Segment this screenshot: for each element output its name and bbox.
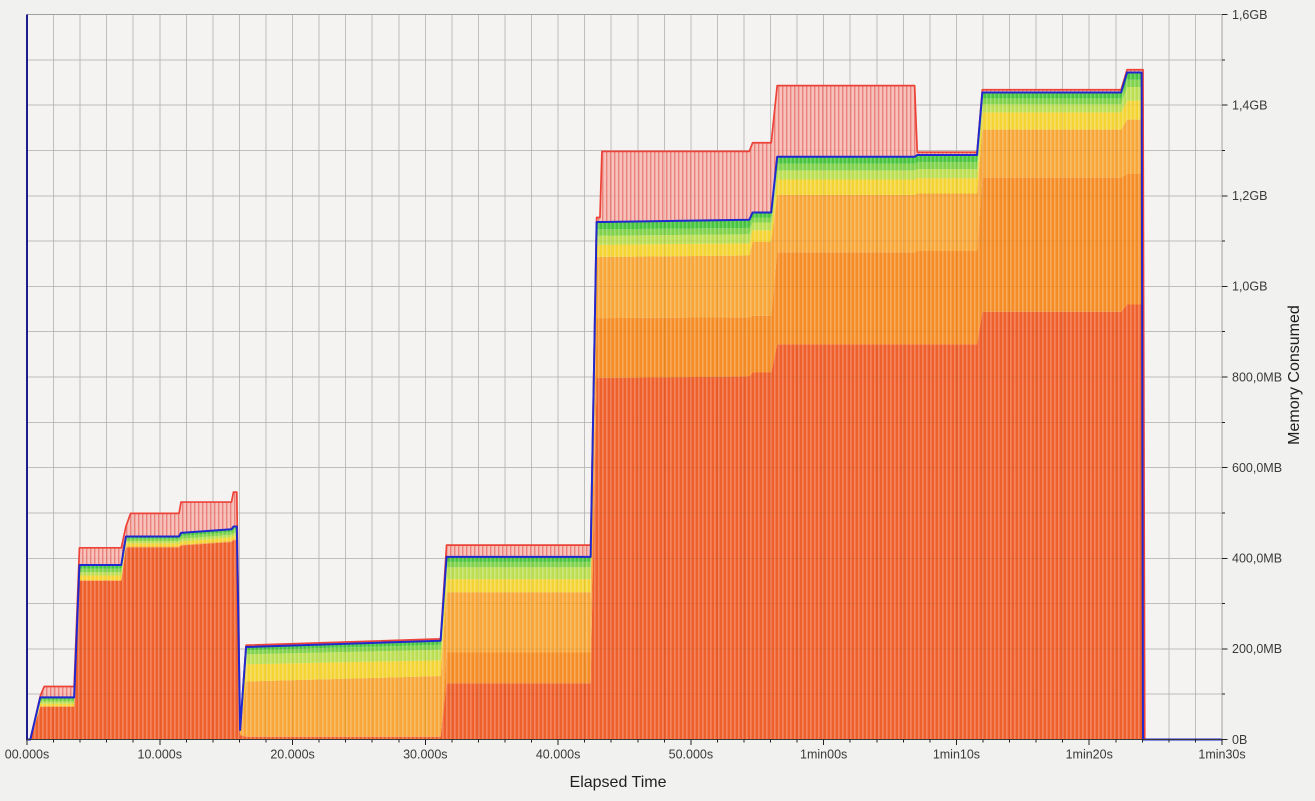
y-tick-label: 400,0MB [1232, 552, 1282, 566]
y-tick-label: 1,4GB [1232, 98, 1267, 112]
x-tick-label: 20.000s [270, 748, 314, 762]
x-tick-label: 00.000s [5, 748, 49, 762]
x-tick-label: 40.000s [536, 748, 580, 762]
x-axis-title: Elapsed Time [569, 774, 667, 791]
axis-ticks [26, 14, 1228, 745]
y-tick-label: 200,0MB [1232, 642, 1282, 656]
x-tick-label: 1min00s [800, 748, 847, 762]
axis-tick-labels: 00.000s 10.000s 20.000s 30.000s 40.000s 50.00… [5, 8, 1282, 762]
x-tick-label: 10.000s [138, 748, 182, 762]
series-bands [27, 69, 1222, 740]
plot-borders [26, 13, 1223, 741]
y-tick-label: 1,0GB [1232, 280, 1267, 294]
x-tick-label: 1min30s [1198, 748, 1245, 762]
y-tick-label: 800,0MB [1232, 370, 1282, 384]
y-tick-label: 600,0MB [1232, 461, 1282, 475]
x-tick-label: 1min20s [1066, 748, 1113, 762]
total-used-line [26, 71, 1223, 741]
x-tick-label: 50.000s [669, 748, 713, 762]
x-tick-label: 1min10s [933, 748, 980, 762]
y-axis-title: Memory Consumed [1286, 305, 1303, 445]
y-tick-label: 0B [1232, 733, 1247, 747]
band-orange-texture [27, 174, 1222, 740]
x-tick-label: 30.000s [403, 748, 447, 762]
y-tick-label: 1,6GB [1232, 8, 1267, 22]
series-lines [26, 68, 1223, 741]
band-reserved-pink [27, 69, 1222, 740]
band-dark-orange-texture [27, 304, 1222, 740]
limit-line [26, 68, 1223, 741]
y-tick-label: 1,2GB [1232, 189, 1267, 203]
